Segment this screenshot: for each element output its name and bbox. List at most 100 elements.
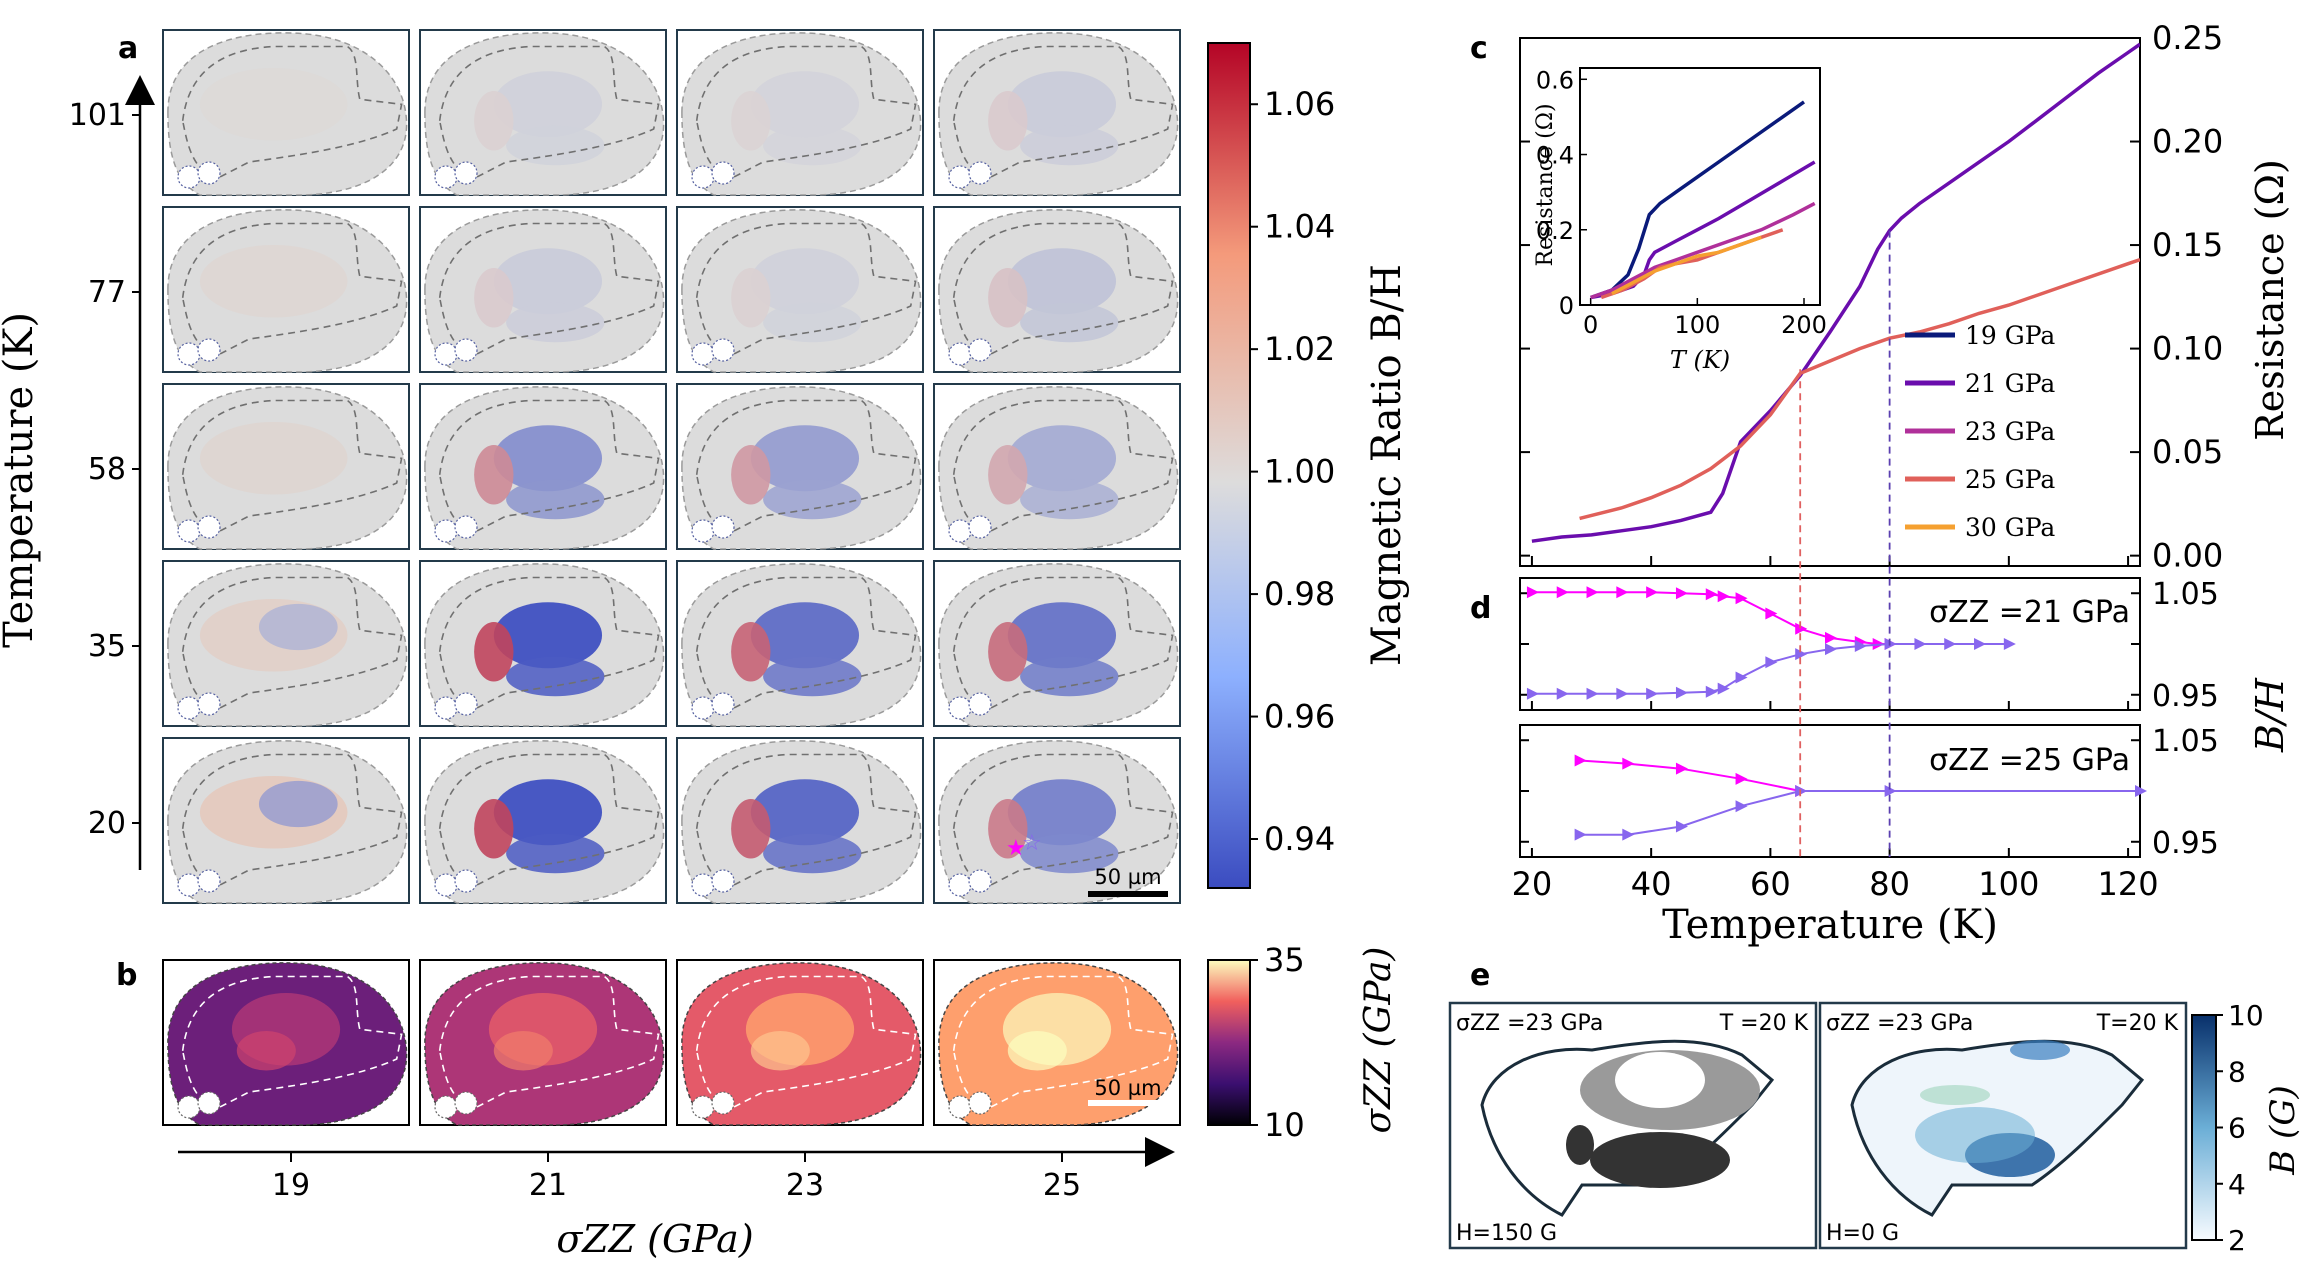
- legend-label: 25 GPa: [1965, 465, 2055, 494]
- bh-marker: [1735, 772, 1748, 785]
- panel-e-left-field: H=150 G: [1456, 1221, 1557, 1246]
- bh-xtick-label: 60: [1750, 865, 1791, 903]
- dark-region: [1590, 1132, 1730, 1188]
- colorbar-a-label: Magnetic Ratio B/H: [1364, 264, 1410, 666]
- legend-label: 19 GPa: [1965, 321, 2055, 350]
- bh-marker: [1735, 592, 1748, 605]
- colorbar-e-tick-label: 10: [2228, 999, 2264, 1032]
- bh-marker: [1884, 638, 1897, 650]
- stress-image-row: [162, 959, 1181, 1126]
- panel-e-left-stress: σZZ =23 GPa: [1456, 1011, 1603, 1036]
- bh-marker: [1825, 631, 1837, 644]
- bh-marker: [1825, 643, 1837, 656]
- bh-marker: [1717, 682, 1730, 695]
- panel-b-scalebar-label: 50 µm: [1094, 1076, 1161, 1100]
- inset-ytick-label: 0: [1559, 292, 1574, 320]
- colorbar-e-tick-label: 6: [2228, 1112, 2246, 1145]
- colorbar-b-gradient: [1207, 959, 1251, 1126]
- stress-tick-label: 19: [272, 1168, 310, 1203]
- temperature-tick-label: 20: [88, 806, 126, 841]
- bh-series-line: [1531, 643, 2009, 695]
- magnetic-image-cell: [162, 560, 410, 727]
- panel-e-left-map: [1480, 1039, 1775, 1217]
- bh-marker: [1974, 638, 1987, 650]
- bh-marker: [1526, 586, 1539, 599]
- magnetic-image-cell: [676, 737, 924, 904]
- bh-marker: [1717, 590, 1730, 603]
- colorbar-stress: 35 10 σZZ (GPa): [1207, 941, 1399, 1144]
- bh-xtick-label: 80: [1869, 865, 1910, 903]
- colorbar-a-tick-label: 0.94: [1264, 820, 1335, 858]
- bh-marker: [1574, 754, 1587, 767]
- panel-d: d 1.05 0.95 1.05 0.95 20 40 60 80 100 120 σZZ =2…: [1470, 577, 2292, 948]
- colorbar-e-gradient: [2191, 1014, 2217, 1241]
- stress-image-cell: [419, 959, 667, 1126]
- panel-a-scalebar: 50 µm: [1088, 865, 1168, 897]
- colorbar-e-label: B (G): [2263, 1085, 2303, 1175]
- magnetic-image-cell: [676, 383, 924, 550]
- magnetic-image-cell: [419, 29, 667, 196]
- magnetic-image-cell: [933, 206, 1181, 373]
- colorbar-a-tick-label: 1.06: [1264, 85, 1335, 123]
- bh-marker: [1914, 638, 1927, 650]
- panel-b-letter: b: [116, 958, 137, 993]
- temperature-tick-label: 58: [88, 452, 126, 487]
- resistance-legend: 19 GPa 21 GPa 23 GPa 25 GPa 30 GPa: [1905, 321, 2055, 542]
- magnetic-image-cell: [933, 737, 1181, 904]
- colorbar-b-label: σZZ (GPa): [1358, 947, 1399, 1134]
- bh-chart-25gpa: 1.05 0.95 20 40 60 80 100 120: [1512, 724, 2219, 903]
- bh-marker: [1854, 640, 1867, 653]
- colorbar-a-tick-label: 1.00: [1264, 453, 1335, 491]
- stress-tick-label: 23: [786, 1168, 824, 1203]
- inset-xtick-label: 200: [1781, 311, 1827, 339]
- panel-e-right-stress: σZZ =23 GPa: [1826, 1011, 1973, 1036]
- temperature-tick-label: 101: [69, 98, 126, 133]
- white-region: [1615, 1052, 1705, 1108]
- inset-ytick-label: 0.4: [1536, 142, 1574, 170]
- inset-series-line: [1590, 201, 1816, 300]
- bh-marker: [1705, 588, 1718, 601]
- field-top-spot: [2010, 1040, 2070, 1060]
- stress-ticks: 19 21 23 25: [272, 1152, 1081, 1203]
- magnetic-image-cell: [419, 737, 667, 904]
- magnetic-image-cell: [676, 29, 924, 196]
- inset-series-line: [1611, 235, 1762, 296]
- bh-ytick-label: 1.05: [2152, 577, 2219, 612]
- panel-a-letter: a: [118, 31, 138, 66]
- violet-star-marker: ☆: [1022, 831, 1042, 856]
- magnetic-image-cell: [676, 560, 924, 727]
- colorbar-e-tick-label: 2: [2228, 1224, 2246, 1257]
- magnetic-image-cell: [419, 206, 667, 373]
- panel-c: c 0.000.050.100.150.200.25 Resistance (Ω…: [1470, 19, 2292, 575]
- stress-image-cell: [676, 959, 924, 1126]
- panel-c-ytick-label: 0.00: [2152, 537, 2223, 575]
- bh-marker: [1675, 686, 1688, 699]
- panel-a-scalebar-label: 50 µm: [1094, 865, 1161, 889]
- bh-chart-21gpa: 1.05 0.95: [1520, 577, 2219, 714]
- stress-image-cell: [933, 959, 1181, 1126]
- bh-xtick-label: 100: [1978, 865, 2039, 903]
- bh-marker: [1735, 671, 1748, 684]
- inset-xlabel: T (K): [1670, 346, 1730, 374]
- bh-marker: [1944, 638, 1957, 650]
- panel-b: b 50 µm 19 21 23 25 σZZ (GPa): [116, 958, 1181, 1261]
- bh-marker: [1765, 607, 1778, 620]
- inset-xtick-label: 100: [1674, 311, 1720, 339]
- panel-e-left-temp: T =20 K: [1719, 1011, 1809, 1036]
- colorbar-b-ticks: 35 10: [1250, 941, 1305, 1144]
- bh-marker: [1622, 828, 1635, 841]
- panel-d-top-annotation: σZZ =21 GPa: [1929, 595, 2130, 630]
- inset-ytick-label: 0.6: [1536, 66, 1574, 94]
- panel-c-ytick-label: 0.05: [2152, 433, 2223, 471]
- legend-label: 23 GPa: [1965, 417, 2055, 446]
- bh-marker: [1556, 586, 1569, 599]
- field-region: [1915, 1107, 2035, 1163]
- bh-marker: [1616, 586, 1629, 599]
- panel-e-right-map: [1850, 1039, 2145, 1217]
- bh-marker: [1735, 800, 1748, 813]
- panel-e-letter: e: [1470, 958, 1490, 993]
- bh-marker: [1556, 687, 1569, 700]
- bh-ytick-label: 0.95: [2152, 679, 2219, 714]
- bh-marker: [1795, 648, 1808, 661]
- magnetic-image-cell: [933, 383, 1181, 550]
